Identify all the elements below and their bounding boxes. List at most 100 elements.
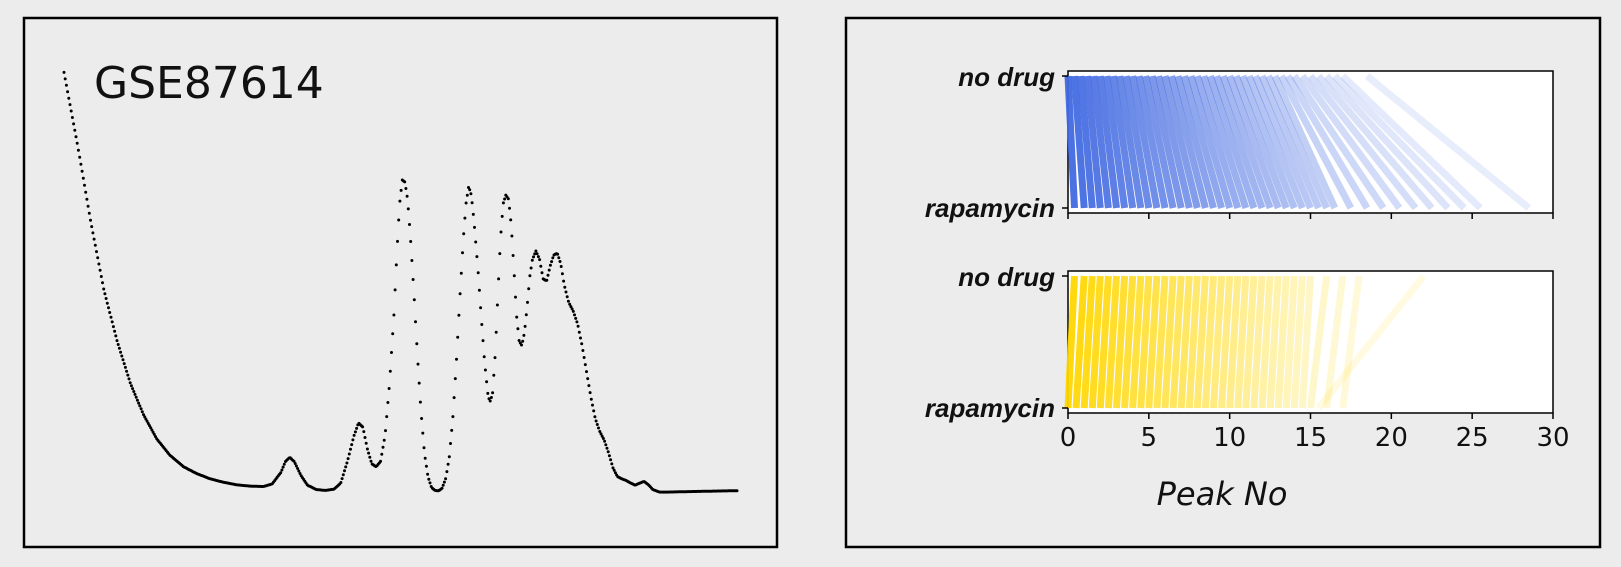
profile-point <box>138 404 142 408</box>
profile-point <box>76 148 80 152</box>
peak-link-line <box>1153 275 1169 409</box>
peak-link-line <box>1218 275 1234 409</box>
profile-point <box>133 392 137 396</box>
profile-point <box>121 358 125 362</box>
profile-point <box>83 183 86 187</box>
profile-point <box>441 483 445 487</box>
peak-link-line <box>1135 75 1169 209</box>
profile-point <box>566 299 570 303</box>
profile-point <box>523 324 527 328</box>
profile-point <box>293 462 297 465</box>
profile-point <box>417 381 421 385</box>
profile-point <box>603 439 607 443</box>
profile-point <box>116 343 120 346</box>
profile-point <box>343 469 346 473</box>
profile-point <box>446 462 450 466</box>
profile-point <box>605 446 609 450</box>
peak-link-line <box>1181 75 1225 209</box>
profile-point <box>107 306 110 310</box>
profile-point <box>450 428 454 432</box>
profile-point <box>517 339 521 342</box>
profile-point <box>556 252 560 256</box>
profile-point <box>612 468 616 472</box>
profile-point <box>569 305 573 309</box>
profile-point <box>562 279 566 283</box>
peak-link-line <box>1129 275 1145 409</box>
x-tick-label: 10 <box>1213 423 1246 453</box>
profile-point <box>75 141 79 145</box>
profile-point <box>453 377 457 381</box>
profile-point <box>548 263 552 267</box>
profile-point <box>498 252 502 256</box>
peak-link-line <box>1234 275 1250 409</box>
peak-link-line <box>1088 275 1104 409</box>
profile-point <box>351 438 355 442</box>
peak-link-line <box>1213 74 1266 210</box>
profile-point <box>440 486 444 490</box>
peak-link-line <box>1161 75 1201 209</box>
peak-link-line <box>1187 75 1234 209</box>
profile-point <box>340 477 344 481</box>
profile-point <box>67 96 71 100</box>
peak-link-line <box>1282 275 1298 409</box>
peak-link-line <box>1071 75 1088 209</box>
peak-link-line <box>1064 75 1078 209</box>
profile-point <box>405 194 409 198</box>
profile-point <box>609 458 613 462</box>
profile-point <box>546 273 550 277</box>
profile-point <box>501 201 505 205</box>
profile-point <box>611 466 615 470</box>
profile-point <box>461 251 464 255</box>
profile-point <box>292 459 296 463</box>
profile-point <box>297 469 301 473</box>
profile-point <box>471 212 475 216</box>
profile-point <box>149 426 153 430</box>
profile-point <box>353 430 357 434</box>
profile-point <box>493 356 497 360</box>
profile-point <box>607 454 611 458</box>
profile-point <box>145 419 149 423</box>
profile-point <box>347 452 351 456</box>
profile-point <box>415 342 419 346</box>
profile-point <box>390 351 393 354</box>
peak-link-line <box>1291 74 1387 210</box>
profile-point <box>408 223 411 226</box>
profile-point <box>458 292 462 296</box>
peak-link-line <box>1169 275 1185 409</box>
peak-link-line <box>1109 75 1137 209</box>
profile-point <box>509 218 513 222</box>
profile-point <box>418 400 422 404</box>
peak-link-line <box>1121 275 1137 409</box>
profile-point <box>127 377 131 381</box>
profile-point <box>131 387 135 391</box>
profile-point <box>90 225 94 229</box>
profile-point <box>467 186 470 189</box>
peak-link-line <box>1271 74 1338 210</box>
profile-point <box>62 70 66 74</box>
peak-link-line <box>1080 275 1096 409</box>
peak-link-line <box>1307 275 1331 409</box>
profile-point <box>282 462 286 466</box>
profile-point <box>592 409 596 413</box>
profile-point <box>102 287 106 291</box>
profile-point <box>550 260 554 264</box>
profile-point <box>529 266 533 270</box>
profile-point <box>535 252 539 256</box>
profile-point <box>589 397 593 401</box>
peak-link-line <box>1072 275 1088 409</box>
peak-link-line <box>1177 275 1193 409</box>
profile-point <box>463 216 467 220</box>
profile-point <box>132 390 136 393</box>
peak-link-line <box>1210 275 1226 409</box>
profile-point <box>385 415 389 419</box>
peak-link-line <box>1174 75 1217 209</box>
x-tick-label: 20 <box>1375 423 1408 453</box>
profile-point <box>350 443 354 447</box>
profile-point <box>91 231 95 235</box>
peak-link-line <box>1155 75 1193 209</box>
peak-link-line <box>1232 74 1290 210</box>
peak-link-line <box>1258 275 1274 409</box>
profile-point <box>474 240 478 244</box>
profile-point <box>72 122 76 126</box>
profile-point <box>122 362 126 366</box>
